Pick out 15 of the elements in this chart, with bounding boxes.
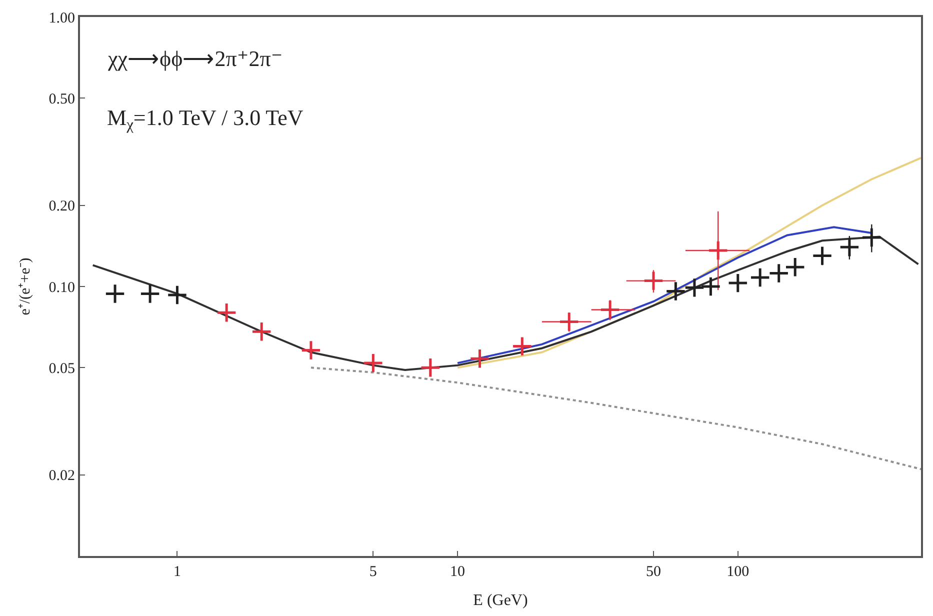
y-tick-label: 0.10 bbox=[48, 280, 75, 296]
x-tick-label: 1 bbox=[173, 564, 181, 580]
y-tick-label: 0.05 bbox=[48, 360, 75, 377]
annotation: χχ⟶ϕϕ⟶2π⁺2π⁻ bbox=[107, 46, 283, 71]
x-tick-label: 5 bbox=[369, 564, 377, 580]
y-tick-label: 1.00 bbox=[48, 10, 75, 26]
x-tick-label: 50 bbox=[646, 564, 661, 580]
x-tick-label: 100 bbox=[726, 564, 750, 580]
y-tick-label: 0.02 bbox=[48, 468, 75, 484]
annotation: M$_{χ}$=1.0 TeV / 3.0 TeV bbox=[107, 105, 304, 134]
y-tick-label: 0.50 bbox=[48, 91, 75, 108]
y-axis-title: e⁺/(e⁺+e⁻) bbox=[18, 258, 34, 316]
x-axis-title: E (GeV) bbox=[473, 592, 528, 610]
y-tick-label: 0.20 bbox=[48, 198, 75, 215]
x-tick-label: 10 bbox=[450, 564, 466, 580]
